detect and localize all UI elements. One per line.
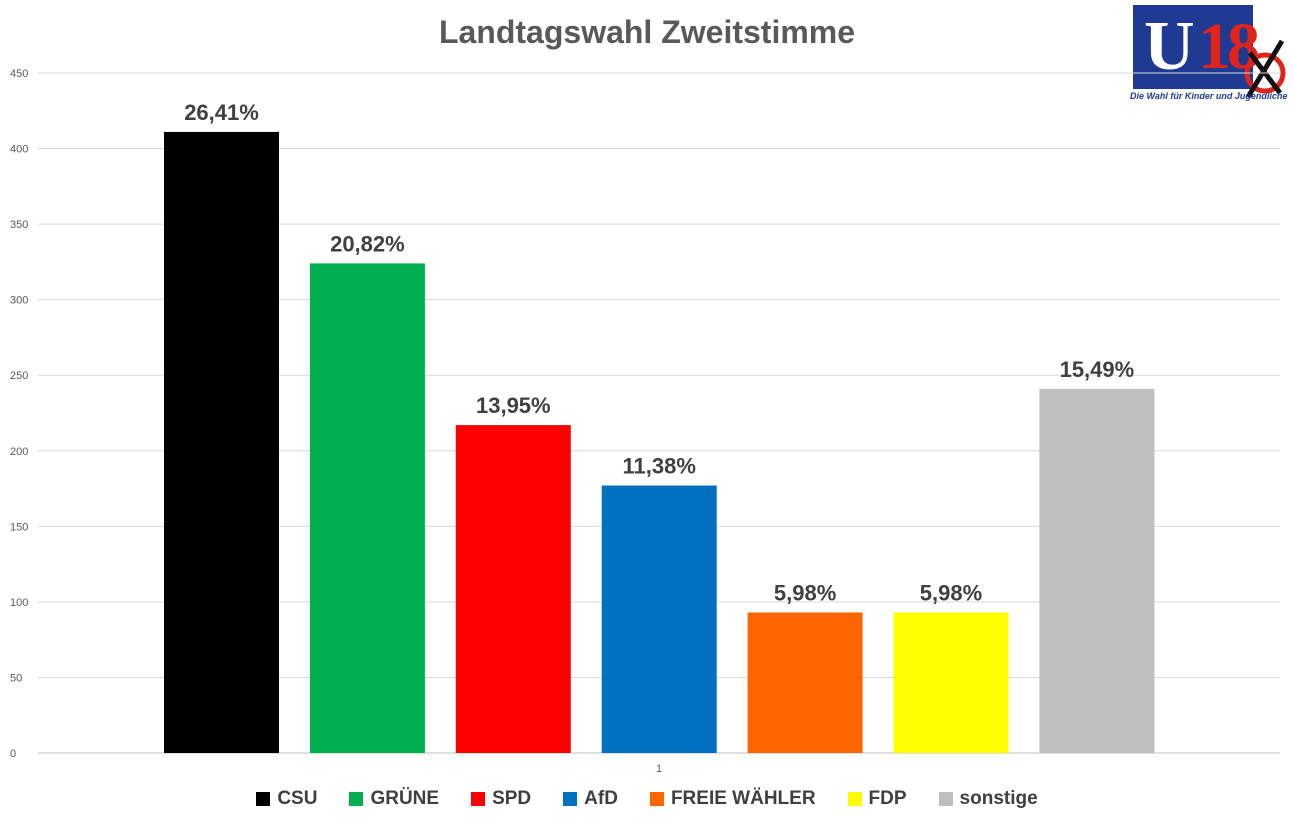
- bar-csu: [164, 131, 279, 753]
- logo-background: [1133, 5, 1253, 89]
- data-label: 5,98%: [920, 580, 982, 605]
- bar-gr-ne: [309, 263, 425, 753]
- bar-freie-w-hler: [747, 612, 863, 753]
- legend-item: FDP: [847, 788, 907, 810]
- data-label: 13,95%: [476, 393, 551, 418]
- logo-number: 18: [1198, 10, 1260, 83]
- legend-item: GRÜNE: [349, 788, 439, 810]
- y-tick-label: 100: [10, 597, 28, 609]
- legend-item: CSU: [256, 788, 317, 810]
- y-tick-label: 250: [10, 370, 28, 382]
- bar-spd: [455, 425, 571, 753]
- y-tick-label: 0: [10, 748, 16, 760]
- logo-letter: U: [1144, 8, 1195, 85]
- y-tick-label: 450: [10, 68, 28, 80]
- y-tick-label: 200: [10, 446, 28, 458]
- legend-item: SPD: [471, 788, 531, 810]
- bar-afd: [601, 485, 717, 753]
- legend-label: sonstige: [959, 788, 1038, 809]
- y-tick-label: 400: [10, 144, 28, 156]
- legend-item: AfD: [563, 788, 618, 810]
- legend-item: FREIE WÄHLER: [649, 788, 816, 810]
- y-tick-label: 350: [10, 219, 28, 231]
- legend-label: GRÜNE: [370, 788, 440, 809]
- legend-label: FDP: [868, 788, 907, 809]
- data-label: 15,49%: [1060, 357, 1135, 382]
- y-tick-label: 150: [10, 521, 28, 533]
- bar-fdp: [893, 612, 1009, 753]
- bar-sonstige: [1039, 388, 1155, 753]
- legend-swatch: [649, 792, 664, 806]
- legend-label: FREIE WÄHLER: [670, 788, 816, 809]
- data-label: 20,82%: [330, 231, 405, 256]
- legend-item: sonstige: [938, 788, 1038, 810]
- legend: CSU GRÜNE SPD AfD FREIE WÄHLER FDP sonstige: [0, 788, 1294, 810]
- y-tick-label: 300: [10, 295, 28, 307]
- x-category-label: 1: [656, 763, 662, 775]
- logo-tagline: Die Wahl für Kinder und Jugendliche: [1130, 91, 1288, 101]
- legend-swatch: [471, 792, 486, 806]
- legend-swatch: [938, 792, 953, 806]
- u18-logo: U 18 Die Wahl für Kinder und Jugendliche: [1130, 5, 1290, 105]
- legend-swatch: [847, 792, 862, 806]
- y-tick-label: 50: [10, 672, 22, 684]
- data-label: 5,98%: [774, 580, 836, 605]
- legend-swatch: [563, 792, 578, 806]
- legend-swatch: [349, 792, 364, 806]
- legend-label: SPD: [492, 788, 532, 809]
- legend-label: CSU: [277, 788, 318, 809]
- chart-title: Landtagswahl Zweitstimme: [438, 14, 856, 50]
- data-label: 26,41%: [184, 100, 259, 125]
- data-label: 11,38%: [622, 454, 695, 479]
- legend-label: AfD: [584, 788, 618, 809]
- legend-swatch: [256, 792, 271, 806]
